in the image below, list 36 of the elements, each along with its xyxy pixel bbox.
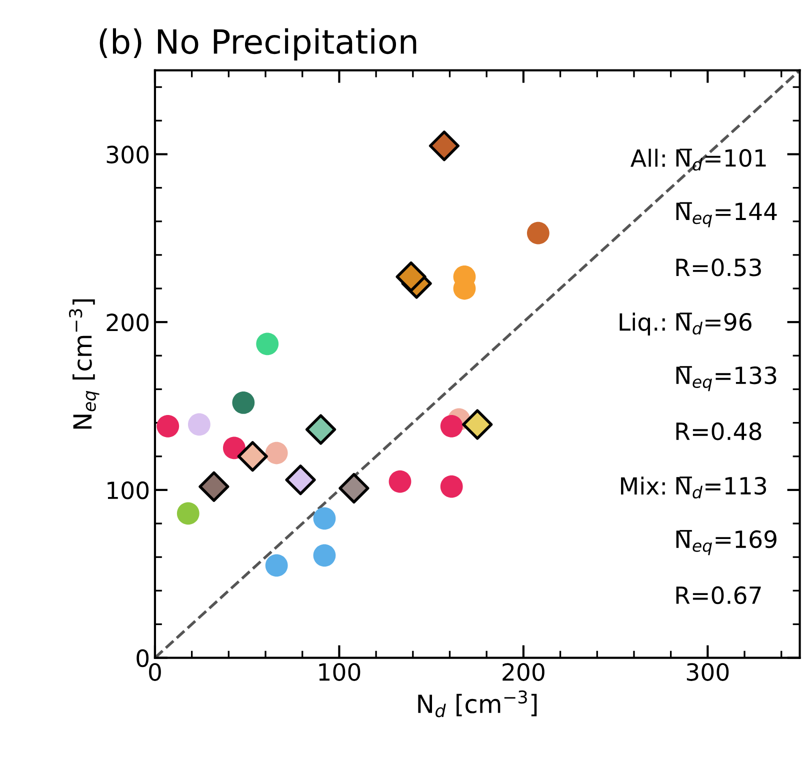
y-axis-title: N$_{eq}$ [cm$^{−3}$] bbox=[68, 299, 100, 429]
x-tick-label: 200 bbox=[502, 663, 544, 681]
point bbox=[232, 391, 255, 414]
x-tick-label: 300 bbox=[686, 663, 729, 681]
point bbox=[176, 502, 200, 525]
point bbox=[526, 222, 550, 244]
y-tick-label: 100 bbox=[108, 481, 149, 500]
annotation: All: bbox=[630, 148, 665, 167]
annotation: N̅$_{eq}$=133 bbox=[676, 366, 776, 392]
annotation: R=0.67 bbox=[676, 586, 761, 604]
x-tick-label: 100 bbox=[319, 663, 360, 681]
point bbox=[313, 544, 336, 567]
annotation: Mix: bbox=[621, 476, 665, 495]
chart-title: (b) No Precipitation bbox=[100, 28, 416, 61]
point bbox=[188, 413, 210, 436]
y-tick-label: 200 bbox=[106, 314, 149, 332]
annotation: N̅$_{d}$=113 bbox=[676, 476, 766, 498]
x-axis-title: N$_{d}$ [cm$^{−3}$] bbox=[418, 690, 537, 718]
point bbox=[256, 332, 279, 356]
point bbox=[265, 442, 288, 464]
y-tick-label: 300 bbox=[106, 146, 149, 164]
point bbox=[440, 475, 463, 498]
point bbox=[265, 554, 288, 577]
point bbox=[313, 507, 336, 530]
point bbox=[223, 436, 246, 460]
point bbox=[156, 414, 180, 438]
annotation: Liq.: bbox=[620, 312, 665, 336]
annotation: R=0.48 bbox=[676, 422, 762, 440]
point bbox=[440, 414, 463, 438]
annotation: N̅$_{eq}$=169 bbox=[676, 530, 776, 556]
annotation: N̅$_{eq}$=144 bbox=[676, 202, 777, 228]
point bbox=[388, 470, 412, 493]
x-tick-label: 0 bbox=[149, 663, 161, 681]
annotation: R=0.53 bbox=[676, 258, 761, 276]
annotation: N̅$_{d}$=96 bbox=[676, 312, 752, 335]
y-tick-label: 0 bbox=[136, 649, 149, 668]
